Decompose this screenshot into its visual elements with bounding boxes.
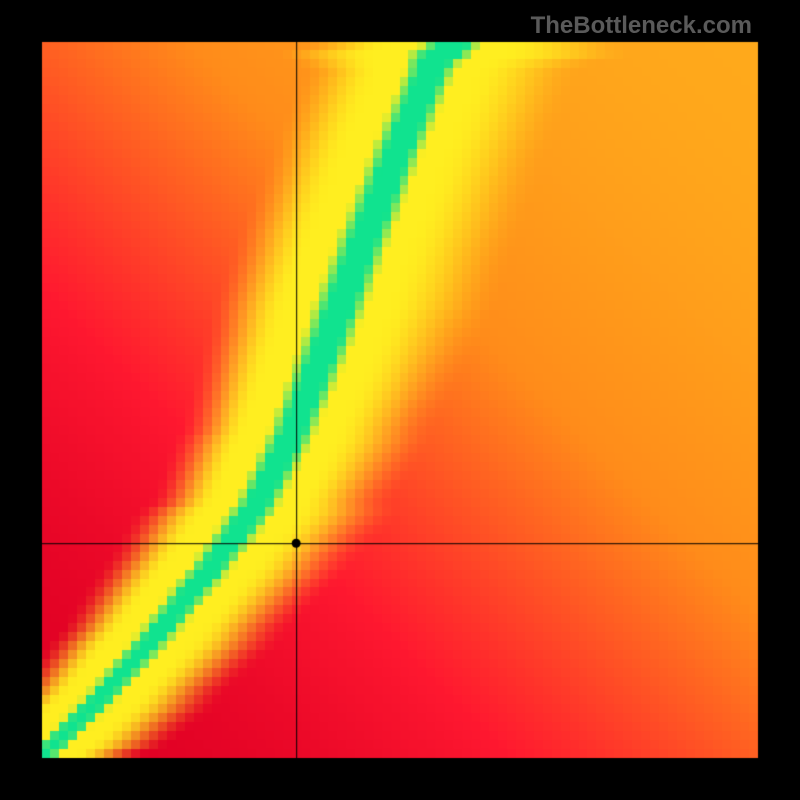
bottleneck-heatmap xyxy=(0,0,800,800)
watermark-text: TheBottleneck.com xyxy=(531,12,752,40)
chart-container: TheBottleneck.com xyxy=(0,0,800,800)
